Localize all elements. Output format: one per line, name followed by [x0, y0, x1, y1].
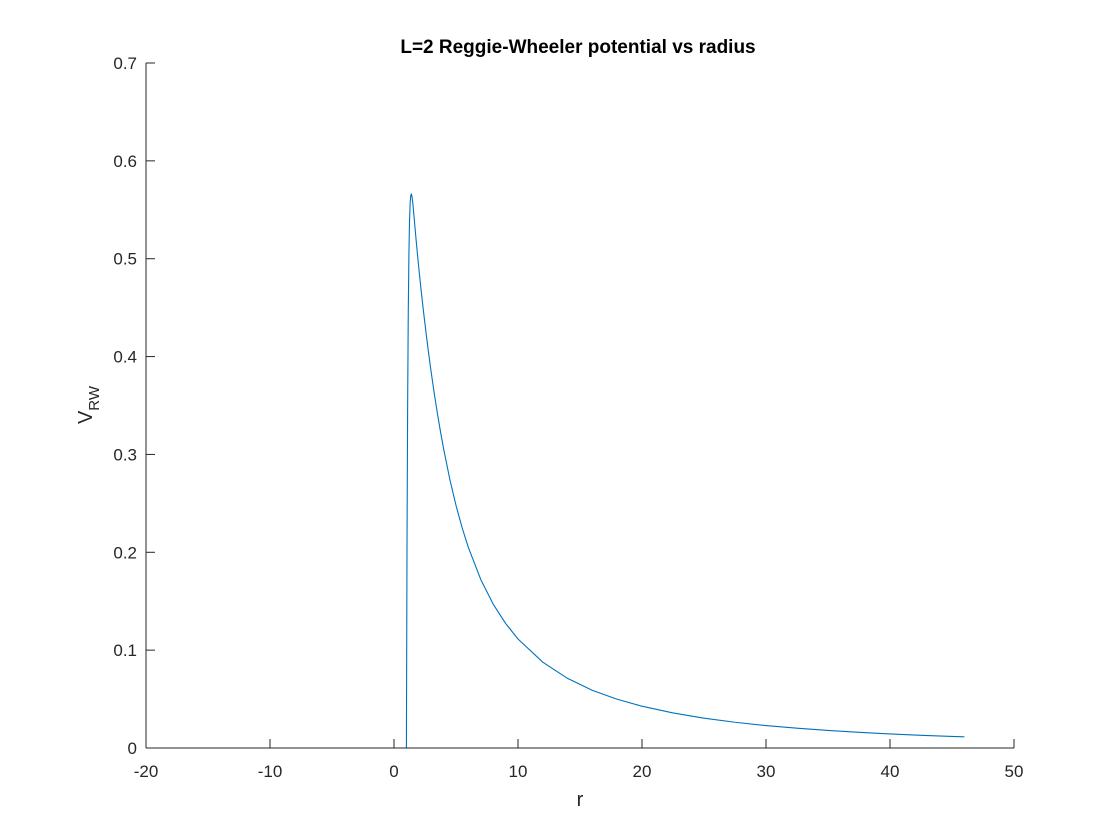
plot-area — [405, 193, 965, 749]
y-axis-label-subscript: RW — [86, 385, 103, 411]
y-tick-label: 0.3 — [113, 445, 137, 464]
y-tick-label: 0.2 — [113, 543, 137, 562]
y-tick-label: 0.5 — [113, 250, 137, 269]
chart-title: L=2 Reggie-Wheeler potential vs radius — [400, 37, 755, 58]
x-tick-label: 0 — [389, 762, 398, 781]
y-axis-label-main: V — [75, 410, 97, 424]
x-tick-label: -20 — [134, 762, 159, 781]
y-tick-label: 0.1 — [113, 641, 137, 660]
x-tick-label: 10 — [509, 762, 528, 781]
x-axis-ticks: -20 -10 0 10 20 30 40 50 — [134, 739, 1024, 781]
x-tick-label: 30 — [757, 762, 776, 781]
x-tick-label: -10 — [258, 762, 283, 781]
y-tick-label: 0.6 — [113, 152, 137, 171]
x-tick-label: 40 — [881, 762, 900, 781]
y-axis-ticks: 0 0.1 0.2 0.3 0.4 0.5 0.6 0.7 — [113, 54, 155, 758]
x-axis-label: r — [577, 789, 584, 811]
series-line-0 — [405, 193, 965, 749]
y-axis-label: VRW — [75, 385, 103, 424]
x-tick-label: 20 — [633, 762, 652, 781]
y-tick-label: 0.7 — [113, 54, 137, 73]
y-tick-label: 0 — [128, 739, 137, 758]
x-tick-label: 50 — [1005, 762, 1024, 781]
y-tick-label: 0.4 — [113, 348, 137, 367]
